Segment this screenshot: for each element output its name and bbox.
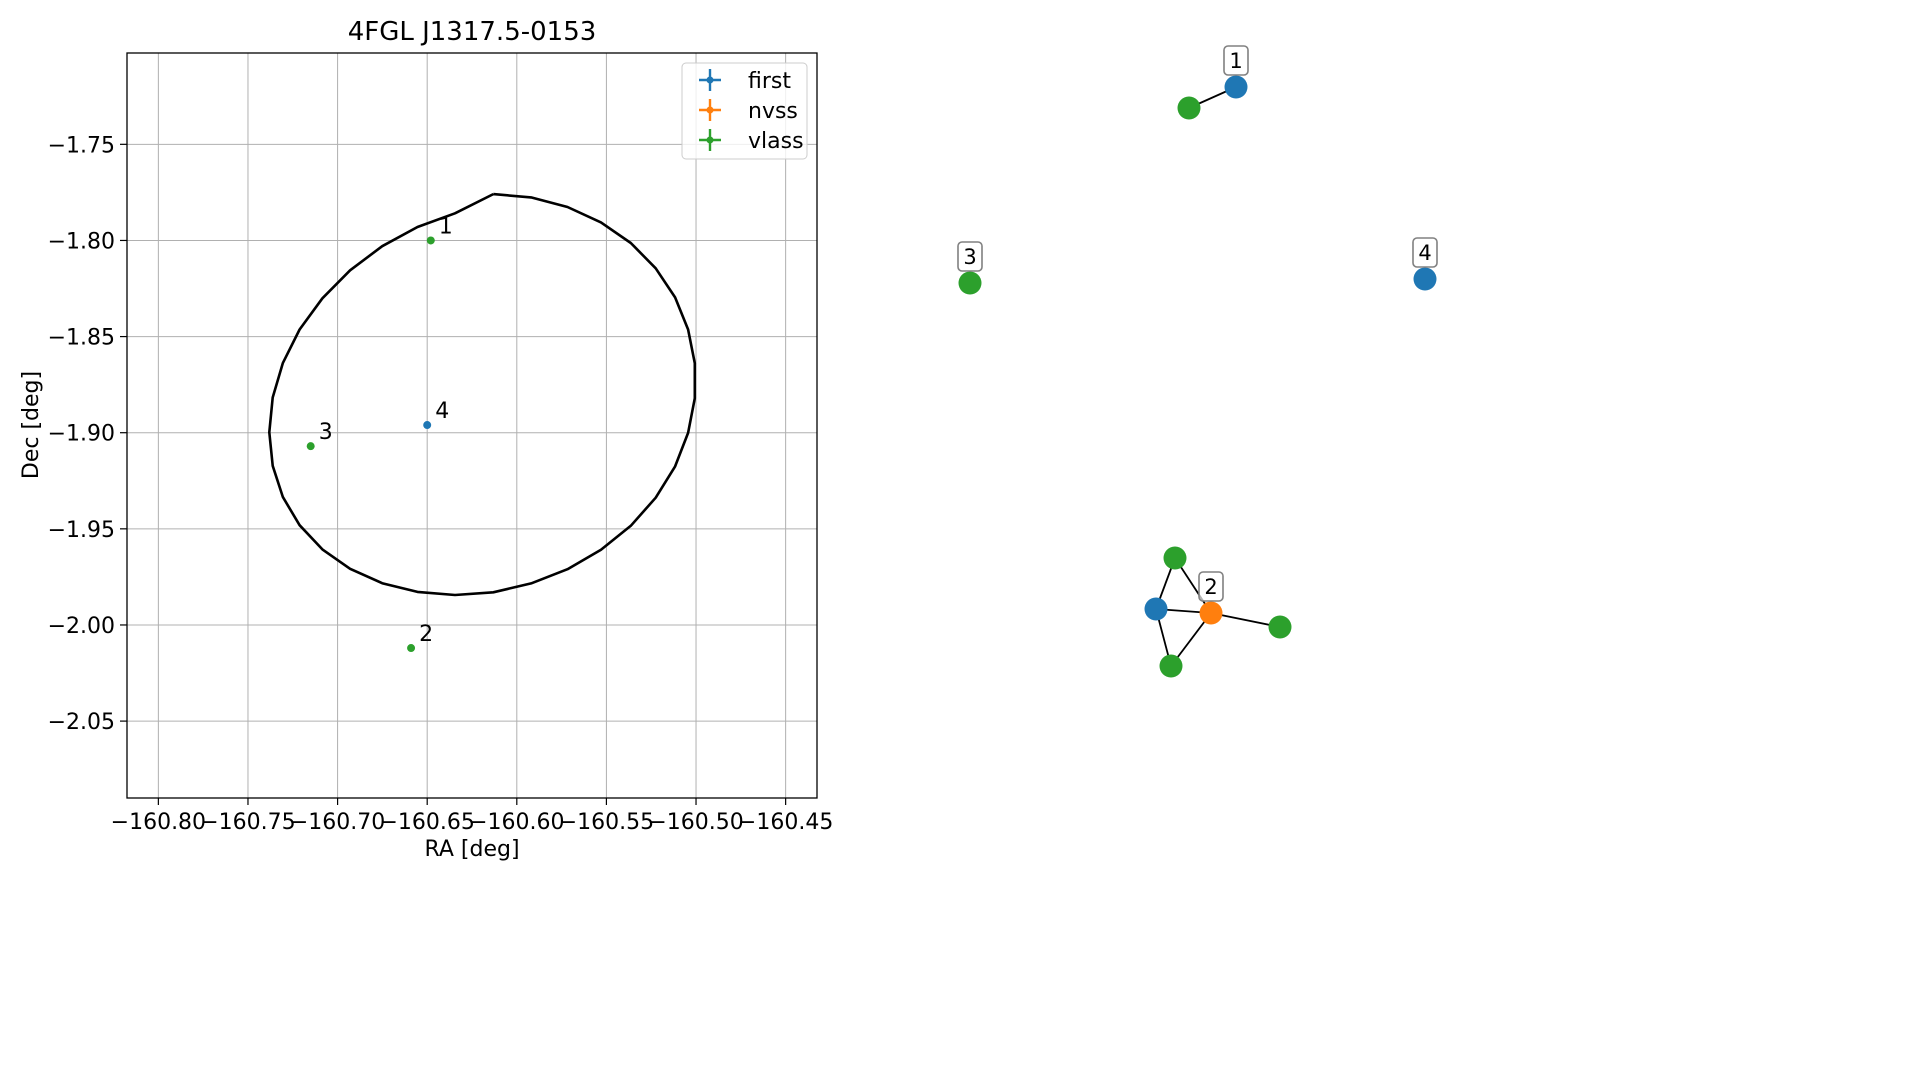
y-tick-label: −1.75 [48, 133, 115, 158]
network-node [1159, 654, 1183, 678]
legend-marker-dot [706, 106, 714, 114]
y-axis-label: Dec [deg] [19, 371, 44, 479]
network-node [1177, 96, 1201, 120]
data-point-vlass [426, 236, 435, 245]
data-point-label: 1 [439, 214, 453, 239]
network-node-labels: 1 3 4 2 [957, 45, 1438, 602]
network-node [1163, 546, 1187, 570]
network-panel: 1 3 4 2 [957, 45, 1438, 678]
y-tick-label: −1.85 [48, 326, 115, 351]
data-point-label: 2 [419, 622, 433, 647]
network-node [1413, 267, 1437, 291]
axis-ticks: −160.80−160.75−160.70−160.65−160.60−160.… [48, 133, 834, 835]
network-nodes [958, 75, 1437, 678]
y-tick-label: −1.90 [48, 422, 115, 447]
x-tick-label: −160.45 [738, 810, 833, 835]
data-point-label: 4 [435, 399, 449, 424]
error-ellipse [267, 192, 697, 597]
chart-title: 4FGL J1317.5-0153 [348, 17, 597, 47]
x-tick-label: −160.50 [648, 810, 743, 835]
legend-label: vlass [748, 129, 804, 154]
data-point-vlass [306, 442, 315, 451]
data-point-first [423, 421, 432, 430]
network-node-label-box: 1 [1223, 45, 1249, 76]
network-edge [1210, 612, 1281, 628]
y-tick-label: −1.95 [48, 518, 115, 543]
network-node [1144, 597, 1168, 621]
legend-marker-dot [706, 76, 714, 84]
node-label-frame [1223, 45, 1249, 76]
grid [127, 53, 817, 798]
legend-entry-vlass: vlass [699, 129, 804, 154]
error-ellipse-line [267, 192, 697, 597]
network-node-label-box: 2 [1198, 571, 1224, 602]
x-axis-label: RA [deg] [424, 837, 519, 862]
network-node-label: 2 [1204, 575, 1217, 599]
legend-label: first [748, 69, 791, 94]
legend: first nvss vlass [681, 62, 808, 160]
x-tick-label: −160.70 [290, 810, 385, 835]
network-node [1268, 615, 1292, 639]
data-points: 4 1 2 3 [306, 214, 453, 653]
x-tick-label: −160.80 [111, 810, 206, 835]
legend-entry-first: first [699, 69, 791, 94]
network-node [1199, 601, 1223, 625]
network-node-label-box: 3 [957, 241, 983, 272]
y-tick-label: −2.00 [48, 614, 115, 639]
network-node-label: 3 [963, 245, 976, 269]
x-tick-label: −160.75 [200, 810, 295, 835]
network-node [958, 271, 982, 295]
node-label-frame [957, 241, 983, 272]
scatter-panel: 4 1 2 3 −160.80−160.75−160.70−160.65−160.60… [19, 17, 833, 862]
x-tick-label: −160.60 [469, 810, 564, 835]
network-node-label: 4 [1418, 241, 1431, 265]
legend-marker-dot [706, 136, 714, 144]
y-tick-label: −1.80 [48, 229, 115, 254]
network-node [1224, 75, 1248, 99]
legend-label: nvss [748, 99, 798, 124]
x-tick-label: −160.65 [379, 810, 474, 835]
legend-box [681, 62, 808, 160]
data-point-vlass [407, 644, 416, 653]
node-label-frame [1198, 571, 1224, 602]
data-point-label: 3 [319, 420, 333, 445]
legend-entry-nvss: nvss [699, 99, 798, 124]
node-label-frame [1412, 237, 1438, 268]
network-node-label-box: 4 [1412, 237, 1438, 268]
y-tick-label: −2.05 [48, 710, 115, 735]
network-node-label: 1 [1229, 49, 1242, 73]
x-tick-label: −160.55 [559, 810, 654, 835]
axes-frame [126, 52, 818, 799]
